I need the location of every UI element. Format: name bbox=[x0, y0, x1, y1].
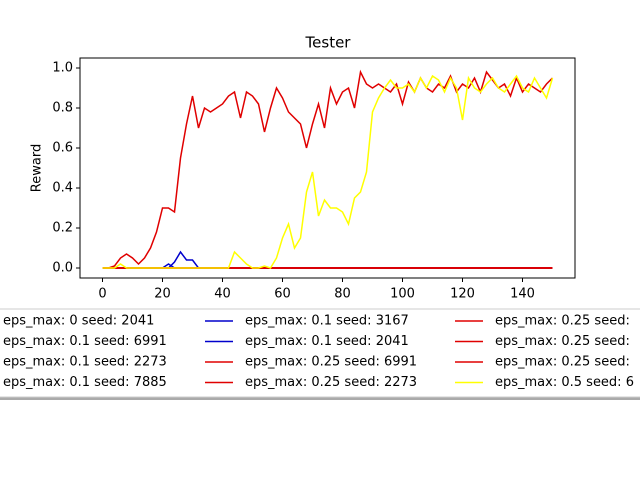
legend-label: eps_max: 0.1 seed: 7885 bbox=[3, 375, 167, 390]
series-line bbox=[102, 69, 554, 269]
x-tick-label: 60 bbox=[274, 287, 291, 302]
y-tick-label: 0.2 bbox=[52, 221, 73, 236]
chart-title: Tester bbox=[305, 34, 352, 52]
legend-label: eps_max: 0.1 seed: 2273 bbox=[3, 355, 167, 370]
legend-label: eps_max: 0.1 seed: 2041 bbox=[245, 334, 409, 349]
legend-label: eps_max: 0.25 seed: bbox=[495, 314, 630, 329]
legend-label: eps_max: 0.25 seed: 6991 bbox=[245, 355, 417, 370]
legend-label: eps_max: 0.25 seed: 2273 bbox=[245, 375, 417, 390]
legend-label: eps_max: 0.1 seed: 3167 bbox=[245, 314, 409, 329]
x-tick-label: 20 bbox=[154, 287, 171, 302]
y-axis-label: Reward bbox=[30, 144, 45, 192]
x-tick-label: 80 bbox=[334, 287, 351, 302]
legend-box bbox=[0, 308, 640, 398]
legend-label: eps_max: 0.1 seed: 6991 bbox=[3, 334, 167, 349]
legend-label: eps_max: 0.5 seed: 6 bbox=[495, 375, 634, 390]
legend-label: eps_max: 0.25 seed: bbox=[495, 334, 630, 349]
x-tick-label: 100 bbox=[390, 287, 415, 302]
x-tick-label: 0 bbox=[98, 287, 106, 302]
x-tick-label: 140 bbox=[510, 287, 535, 302]
legend-label: eps_max: 0.25 seed: bbox=[495, 355, 630, 370]
plot-frame bbox=[79, 57, 576, 279]
y-tick-label: 0.8 bbox=[52, 101, 73, 116]
y-tick-label: 1.0 bbox=[52, 61, 73, 76]
y-tick-label: 0.4 bbox=[52, 181, 73, 196]
legend-label: eps_max: 0 seed: 2041 bbox=[3, 314, 154, 329]
y-tick-label: 0.6 bbox=[52, 141, 73, 156]
y-tick-label: 0.0 bbox=[52, 261, 73, 276]
x-tick-label: 120 bbox=[450, 287, 475, 302]
x-tick-label: 40 bbox=[214, 287, 231, 302]
series-line bbox=[102, 74, 554, 269]
